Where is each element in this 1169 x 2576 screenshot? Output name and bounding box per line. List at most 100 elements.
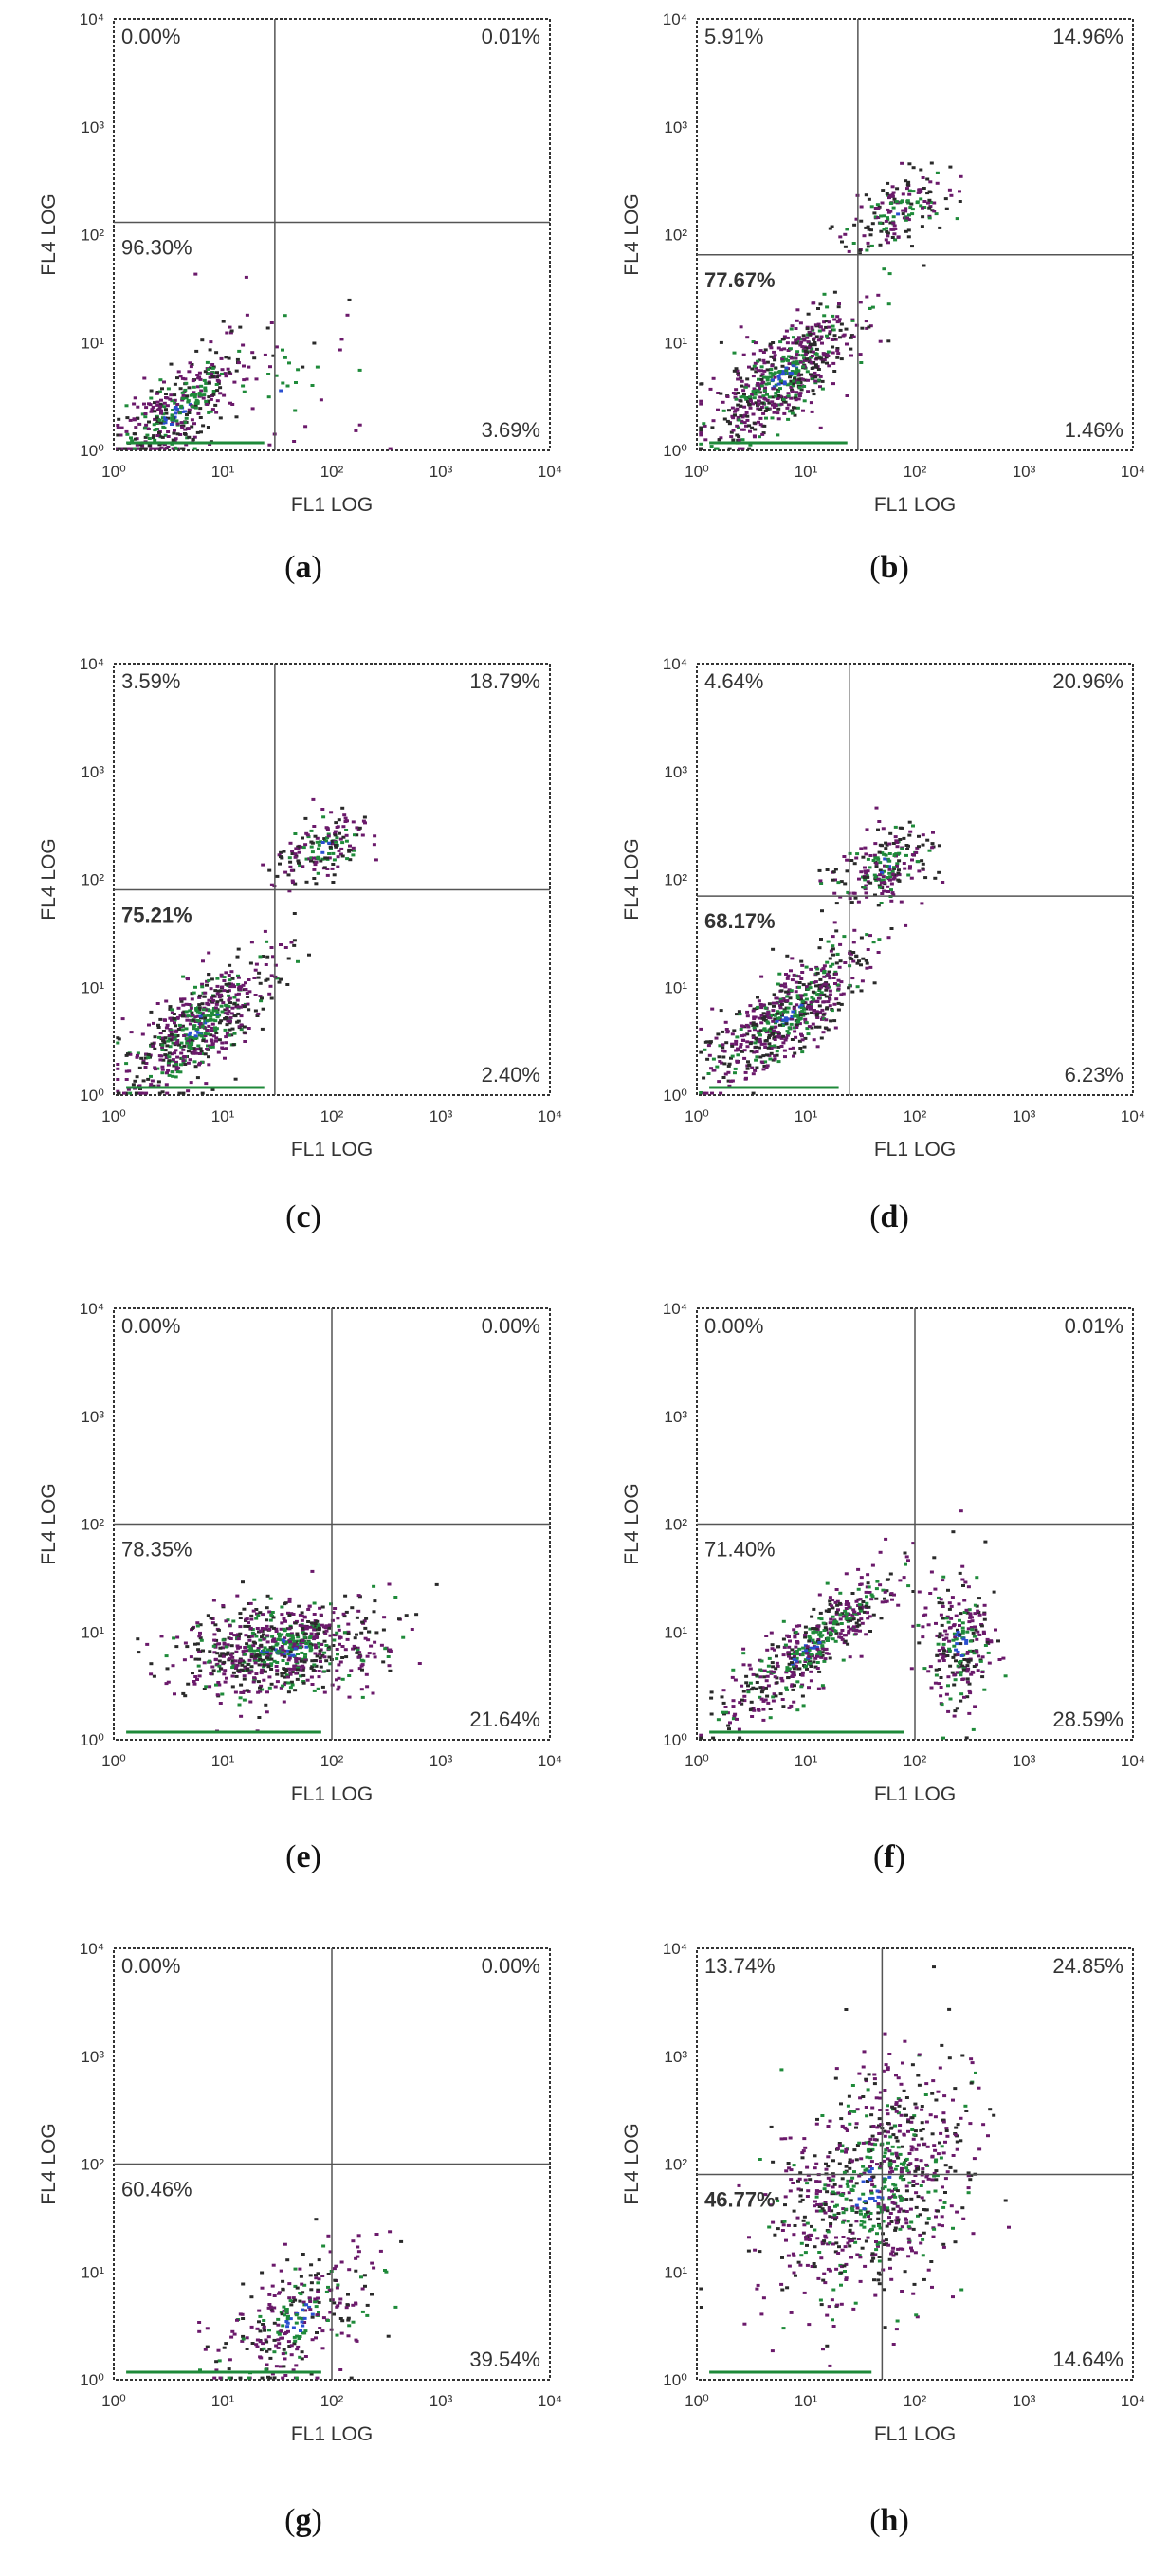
event-dot — [770, 364, 775, 368]
event-dot — [837, 1601, 842, 1605]
event-dot — [721, 1076, 726, 1079]
event-dot — [815, 1652, 820, 1655]
event-dot — [781, 1034, 786, 1038]
event-dot — [175, 408, 180, 411]
event-dot — [166, 445, 171, 448]
event-dot — [247, 1648, 252, 1652]
event-dot — [699, 426, 703, 429]
x-tick-label: 10⁰ — [101, 1752, 126, 1770]
event-dot — [135, 443, 139, 447]
event-dot — [341, 1612, 346, 1616]
event-dot — [229, 970, 234, 974]
quadrant-upper-left-percent: 0.00% — [121, 1314, 180, 1338]
event-dot — [193, 1642, 197, 1646]
event-dot — [747, 1064, 752, 1068]
event-dot — [865, 933, 869, 937]
event-dot — [230, 1685, 235, 1689]
event-dot — [817, 1025, 822, 1029]
event-dot — [200, 985, 205, 989]
event-dot — [872, 873, 877, 877]
event-dot — [249, 1655, 254, 1659]
event-dot — [185, 413, 189, 416]
event-dot — [944, 1636, 949, 1640]
event-dot — [797, 1039, 802, 1043]
event-dot — [288, 1642, 293, 1646]
event-dot — [210, 1621, 215, 1625]
event-dot — [174, 447, 178, 450]
event-dot — [767, 1002, 772, 1006]
event-dot — [724, 1041, 729, 1045]
event-dot — [320, 1653, 325, 1657]
event-dot — [813, 343, 817, 347]
event-dot — [761, 1708, 766, 1711]
event-dot — [197, 996, 202, 999]
event-dot — [167, 1073, 172, 1077]
event-dot — [308, 1625, 313, 1629]
event-dot — [303, 2355, 308, 2358]
event-dot — [719, 436, 723, 440]
event-dot — [307, 1644, 312, 1648]
event-dot — [960, 1564, 965, 1568]
event-dot — [923, 1613, 928, 1617]
event-dot — [210, 375, 215, 378]
event-dot — [753, 1015, 758, 1019]
event-dot — [805, 1027, 810, 1031]
event-dot — [149, 410, 154, 413]
event-dot — [294, 2321, 299, 2325]
y-tick-label: 10³ — [81, 763, 104, 781]
event-dot — [290, 1671, 295, 1674]
event-dot — [258, 955, 263, 959]
event-dot — [204, 1082, 209, 1086]
event-dot — [234, 1666, 238, 1670]
event-dot — [838, 1591, 843, 1595]
event-dot — [747, 1029, 752, 1032]
event-dot — [716, 392, 721, 394]
event-dot — [759, 975, 764, 978]
event-dot — [809, 981, 813, 985]
event-dot — [965, 1611, 970, 1615]
event-dot — [762, 361, 767, 365]
event-dot — [316, 2272, 320, 2275]
event-dot — [954, 1637, 959, 1641]
event-dot — [247, 2376, 251, 2380]
event-dot — [213, 1019, 218, 1023]
event-dot — [775, 1681, 779, 1685]
event-dot — [254, 1653, 259, 1657]
event-dot — [816, 338, 821, 342]
event-dot — [296, 368, 301, 372]
event-dot — [830, 1629, 834, 1633]
event-dot — [299, 1668, 303, 1672]
event-dot — [784, 1686, 789, 1690]
event-dot — [857, 959, 861, 963]
event-dot — [267, 1655, 272, 1659]
event-dot — [275, 1680, 280, 1684]
event-dot — [831, 962, 835, 966]
event-dot — [809, 1670, 813, 1673]
event-dot — [282, 1627, 286, 1631]
event-dot — [930, 842, 935, 846]
event-dot — [788, 375, 792, 379]
event-dot — [288, 1653, 293, 1657]
event-dot — [823, 1657, 828, 1661]
event-dot — [783, 1055, 787, 1059]
event-dot — [843, 961, 848, 964]
event-dot — [794, 980, 798, 984]
event-dot — [887, 865, 891, 868]
event-dot — [721, 409, 726, 412]
event-dot — [333, 833, 338, 837]
event-dot — [244, 1634, 248, 1637]
event-dot — [699, 1027, 703, 1031]
event-dot — [842, 935, 847, 939]
event-dot — [245, 2336, 249, 2340]
event-dot — [271, 1626, 276, 1630]
event-dot — [330, 842, 335, 846]
event-dot — [854, 217, 859, 221]
event-dot — [184, 381, 189, 385]
event-dot — [724, 1710, 729, 1714]
event-dot — [144, 423, 149, 427]
event-dot — [328, 2250, 333, 2254]
event-dot — [269, 1613, 274, 1617]
event-dot — [776, 411, 780, 415]
y-tick-label: 10² — [664, 227, 687, 245]
event-dot — [229, 1632, 234, 1635]
